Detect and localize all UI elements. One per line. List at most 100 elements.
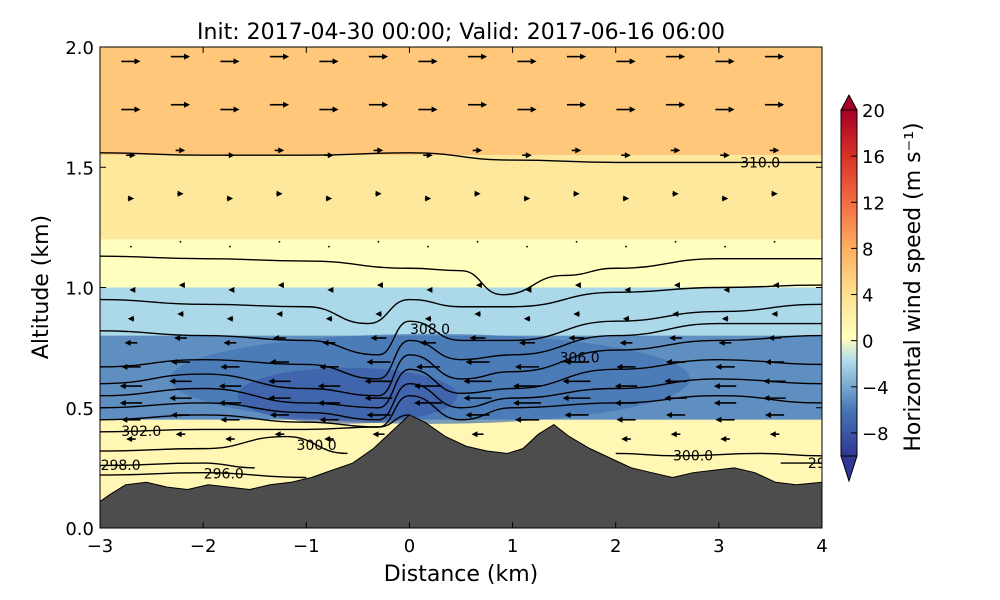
isentrope-line bbox=[100, 334, 822, 397]
wind-vector bbox=[769, 431, 780, 438]
wind-vector bbox=[670, 431, 681, 438]
wind-vector bbox=[621, 436, 631, 443]
wind-vector bbox=[764, 101, 785, 108]
wind-vector bbox=[277, 282, 284, 289]
wind-vector bbox=[366, 359, 391, 366]
wind-vector bbox=[418, 106, 438, 113]
wind-vector bbox=[274, 431, 285, 438]
wind-vector bbox=[268, 395, 291, 402]
wind-vector bbox=[317, 399, 341, 406]
wind-vector bbox=[121, 416, 141, 423]
wind-vector bbox=[723, 286, 730, 293]
wind-vector bbox=[562, 395, 591, 402]
wind-vector bbox=[119, 383, 143, 390]
wind-vector bbox=[276, 310, 283, 317]
wind-vector bbox=[376, 282, 383, 289]
wind-vector bbox=[564, 411, 589, 418]
isentrope-label: 308.0 bbox=[410, 322, 450, 338]
wind-vector bbox=[715, 363, 735, 370]
plot-area: 310.0 308.0 306.0 302.0 300.0 298.0 296.0 300.0… bbox=[100, 47, 822, 528]
wind-vector bbox=[673, 282, 680, 289]
wind-vector bbox=[328, 245, 330, 248]
wind-vector bbox=[715, 416, 735, 423]
wind-vector bbox=[665, 359, 686, 366]
colorbar-tick-label: 8 bbox=[862, 239, 873, 260]
wind-vector bbox=[273, 335, 286, 342]
wind-vector bbox=[672, 190, 679, 197]
wind-vector bbox=[622, 195, 630, 202]
wind-vector bbox=[720, 152, 730, 159]
wind-vector bbox=[274, 147, 285, 154]
wind-vector bbox=[768, 335, 781, 342]
wind-vector bbox=[177, 190, 184, 197]
y-tick-label: 1.0 bbox=[65, 279, 94, 300]
wind-vector bbox=[119, 399, 143, 406]
wind-vector bbox=[670, 147, 681, 154]
wind-vector bbox=[121, 106, 141, 113]
x-axis: −3 −2 −1 0 1 2 3 4 bbox=[87, 47, 828, 557]
wind-vector bbox=[771, 190, 778, 197]
wind-vector bbox=[370, 335, 387, 342]
isentrope-line bbox=[615, 452, 822, 457]
terrain bbox=[100, 414, 822, 528]
x-tick-label: −3 bbox=[87, 536, 114, 557]
chart-title: Init: 2017-04-30 00:00; Valid: 2017-06-1… bbox=[197, 20, 725, 45]
wind-vector bbox=[764, 411, 785, 418]
colorbar-tick-label: −8 bbox=[862, 424, 889, 445]
isentrope-label: 296.0 bbox=[204, 467, 244, 483]
colorbar-gradient bbox=[841, 110, 857, 456]
wind-vector bbox=[121, 363, 141, 370]
wind-vector bbox=[624, 286, 631, 293]
colorbar-tick-label: 20 bbox=[862, 101, 885, 122]
wind-vector bbox=[764, 359, 785, 366]
wind-vector bbox=[319, 58, 339, 65]
wind-vector bbox=[169, 395, 192, 402]
isentrope-line bbox=[100, 255, 822, 296]
wind-vector bbox=[170, 53, 191, 60]
wind-vector bbox=[465, 359, 490, 366]
wind-vector bbox=[325, 195, 333, 202]
wind-vector bbox=[325, 315, 333, 322]
wind-vector bbox=[614, 383, 638, 390]
wind-vector bbox=[177, 310, 184, 317]
wind-vector bbox=[426, 286, 433, 293]
wind-vector bbox=[519, 339, 536, 346]
isentrope-label: 300.0 bbox=[673, 448, 713, 464]
isentrope-line bbox=[100, 462, 255, 469]
wind-vector bbox=[523, 315, 531, 322]
colorbar-tick-label: 12 bbox=[862, 193, 885, 214]
wind-vector bbox=[319, 363, 339, 370]
x-tick-label: 2 bbox=[610, 536, 621, 557]
wind-band bbox=[100, 239, 822, 288]
wind-vector bbox=[220, 363, 240, 370]
wind-vector bbox=[522, 152, 532, 159]
wind-vector bbox=[174, 335, 187, 342]
wind-vector bbox=[669, 335, 682, 342]
wind-vector bbox=[124, 339, 138, 346]
wind-vector bbox=[269, 411, 290, 418]
wind-vector bbox=[616, 58, 636, 65]
colorbar-max-extend bbox=[840, 93, 858, 111]
colorbar-label: Horizontal wind speed (m s⁻¹) bbox=[901, 122, 926, 451]
wind-vector bbox=[771, 310, 778, 317]
x-tick-label: 3 bbox=[713, 536, 724, 557]
wind-vector bbox=[179, 240, 182, 243]
y-tick-label: 0.0 bbox=[65, 519, 94, 540]
wind-vector bbox=[324, 152, 334, 159]
wind-vector bbox=[278, 240, 281, 243]
wind-vector bbox=[665, 53, 686, 60]
wind-vector bbox=[664, 378, 687, 385]
wind-vector bbox=[763, 378, 786, 385]
x-tick-label: 0 bbox=[404, 536, 415, 557]
wind-vector bbox=[322, 339, 336, 346]
wind-vector bbox=[472, 147, 483, 154]
wind-vector bbox=[366, 411, 391, 418]
wind-vector bbox=[225, 152, 235, 159]
wind-vector bbox=[672, 310, 679, 317]
wind-vector bbox=[130, 245, 132, 248]
wind-vector bbox=[625, 245, 627, 248]
wind-vector bbox=[427, 245, 429, 248]
wind-vector bbox=[471, 431, 484, 438]
wind-band bbox=[100, 47, 822, 156]
